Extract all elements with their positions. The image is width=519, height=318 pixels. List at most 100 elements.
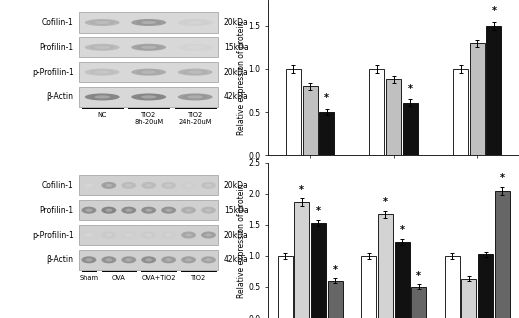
Ellipse shape (203, 208, 214, 213)
Ellipse shape (121, 256, 136, 263)
Ellipse shape (94, 71, 110, 74)
Ellipse shape (105, 209, 112, 212)
Ellipse shape (187, 95, 203, 99)
Ellipse shape (183, 94, 208, 100)
Ellipse shape (178, 44, 213, 51)
Text: OVA: OVA (112, 274, 126, 280)
Ellipse shape (105, 233, 112, 237)
Ellipse shape (101, 256, 116, 263)
Ellipse shape (121, 207, 136, 214)
Text: *: * (316, 206, 321, 216)
Bar (79, 12, 218, 32)
Ellipse shape (165, 258, 172, 261)
Ellipse shape (86, 184, 92, 187)
Ellipse shape (183, 183, 194, 188)
Bar (361, 256, 376, 318)
Ellipse shape (201, 232, 216, 238)
Ellipse shape (90, 94, 114, 100)
Bar (319, 112, 334, 155)
Ellipse shape (143, 183, 154, 188)
Ellipse shape (131, 93, 166, 100)
Ellipse shape (183, 70, 208, 75)
Ellipse shape (141, 182, 156, 189)
Ellipse shape (163, 257, 174, 262)
Text: *: * (383, 197, 388, 207)
Ellipse shape (205, 233, 212, 237)
Ellipse shape (183, 257, 194, 262)
Text: 15kDa: 15kDa (224, 43, 249, 52)
Text: *: * (324, 93, 330, 103)
Ellipse shape (131, 44, 166, 51)
Ellipse shape (131, 69, 166, 76)
Ellipse shape (165, 184, 172, 187)
Ellipse shape (105, 184, 112, 187)
Bar (79, 200, 218, 220)
Ellipse shape (141, 256, 156, 263)
Ellipse shape (161, 232, 176, 238)
Bar (394, 242, 409, 318)
Text: Cofilin-1: Cofilin-1 (42, 181, 74, 190)
Ellipse shape (126, 184, 132, 187)
Y-axis label: Relative expression of protein: Relative expression of protein (237, 183, 246, 298)
Bar (79, 37, 218, 57)
Ellipse shape (84, 183, 94, 188)
Text: Cofilin-1: Cofilin-1 (42, 18, 74, 27)
Bar (386, 79, 401, 155)
Ellipse shape (178, 69, 213, 76)
Ellipse shape (185, 233, 192, 237)
Text: 20kDa: 20kDa (224, 68, 249, 77)
Ellipse shape (141, 21, 157, 24)
Ellipse shape (141, 95, 157, 99)
Ellipse shape (187, 21, 203, 24)
Ellipse shape (85, 69, 120, 76)
Ellipse shape (203, 232, 214, 238)
Bar (79, 225, 218, 245)
Ellipse shape (161, 182, 176, 189)
Ellipse shape (143, 232, 154, 238)
Bar (461, 279, 476, 318)
Ellipse shape (124, 208, 134, 213)
Ellipse shape (85, 93, 120, 100)
Ellipse shape (205, 209, 212, 212)
Ellipse shape (183, 45, 208, 50)
Ellipse shape (201, 207, 216, 214)
Text: *: * (299, 184, 304, 195)
Bar (370, 69, 385, 155)
Bar (79, 62, 218, 82)
Ellipse shape (124, 232, 134, 238)
Ellipse shape (85, 44, 120, 51)
Text: β-Actin: β-Actin (47, 93, 74, 101)
Text: NC: NC (98, 112, 107, 118)
Ellipse shape (185, 209, 192, 212)
Ellipse shape (124, 183, 134, 188)
Ellipse shape (181, 207, 196, 214)
Bar (378, 214, 393, 318)
Ellipse shape (181, 182, 196, 189)
Text: OVA+TiO2: OVA+TiO2 (141, 274, 176, 280)
Bar (470, 43, 485, 155)
Ellipse shape (81, 256, 97, 263)
Text: 20kDa: 20kDa (224, 231, 249, 239)
Ellipse shape (126, 209, 132, 212)
Bar (311, 223, 326, 318)
Ellipse shape (86, 233, 92, 237)
Ellipse shape (163, 232, 174, 238)
Bar (445, 256, 460, 318)
Ellipse shape (183, 20, 208, 25)
Text: 20kDa: 20kDa (224, 181, 249, 190)
Bar (478, 254, 493, 318)
Ellipse shape (121, 182, 136, 189)
Ellipse shape (101, 207, 116, 214)
Ellipse shape (205, 184, 212, 187)
Ellipse shape (84, 257, 94, 262)
Bar (303, 86, 318, 155)
Bar (403, 102, 418, 155)
Ellipse shape (183, 208, 194, 213)
Bar (411, 287, 426, 318)
Text: p-Profilin-1: p-Profilin-1 (32, 231, 74, 239)
Ellipse shape (94, 21, 110, 24)
Ellipse shape (181, 232, 196, 238)
Text: p-Profilin-1: p-Profilin-1 (32, 68, 74, 77)
Ellipse shape (145, 258, 152, 261)
Ellipse shape (185, 184, 192, 187)
